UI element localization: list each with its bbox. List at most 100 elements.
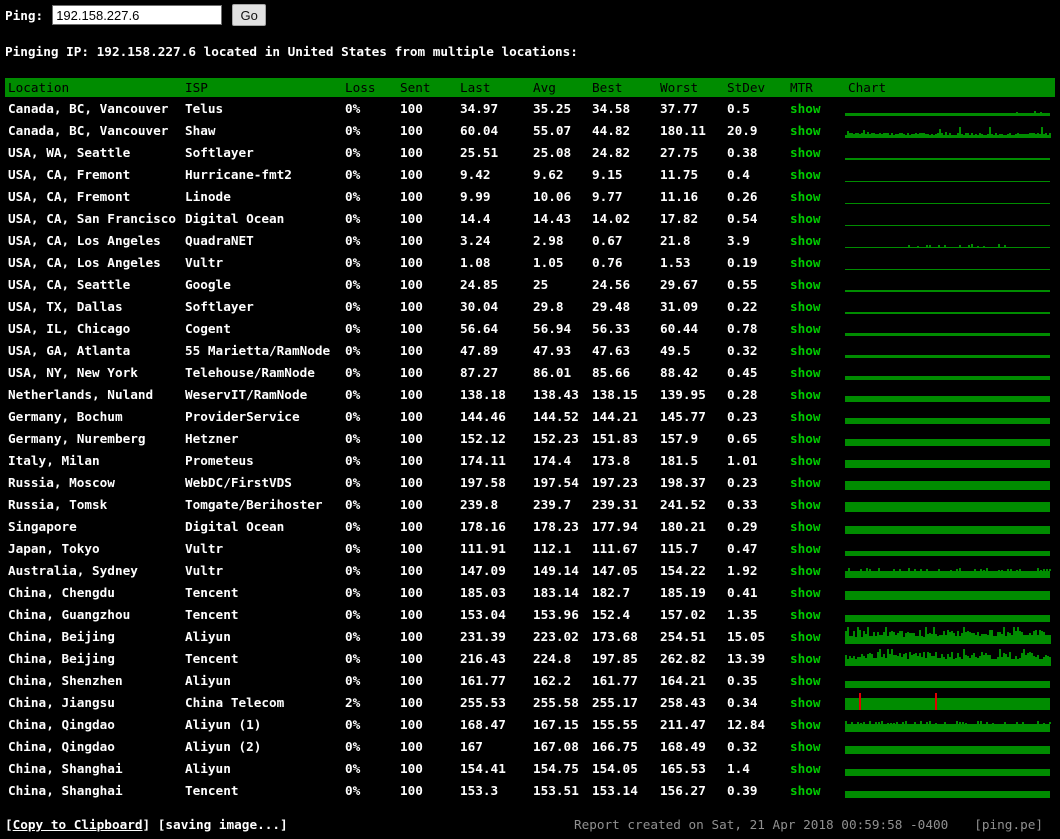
mtr-show-link[interactable]: show [790, 254, 821, 270]
cell-chart [845, 163, 1055, 185]
mtr-show-link[interactable]: show [790, 694, 821, 710]
cell-location: USA, CA, Los Angeles [8, 254, 161, 270]
mtr-show-link[interactable]: show [790, 364, 821, 380]
mtr-show-link[interactable]: show [790, 122, 821, 138]
cell-last: 144.46 [460, 408, 506, 424]
cell-isp: Softlayer [185, 144, 254, 160]
cell-sent: 100 [400, 452, 423, 468]
cell-avg: 178.23 [533, 518, 579, 534]
cell-isp: Telus [185, 100, 224, 116]
cell-isp: Shaw [185, 122, 216, 138]
saving-image-status: [saving image...] [157, 817, 288, 832]
mtr-show-link[interactable]: show [790, 716, 821, 732]
mtr-show-link[interactable]: show [790, 430, 821, 446]
cell-stdev: 1.92 [727, 562, 758, 578]
cell-location: USA, IL, Chicago [8, 320, 131, 336]
mtr-show-link[interactable]: show [790, 188, 821, 204]
mtr-show-link[interactable]: show [790, 584, 821, 600]
mtr-show-link[interactable]: show [790, 320, 821, 336]
cell-isp: Tencent [185, 606, 239, 622]
latency-sparkline [845, 181, 1050, 182]
mtr-show-link[interactable]: show [790, 474, 821, 490]
cell-best: 24.56 [592, 276, 631, 292]
mtr-show-link[interactable]: show [790, 562, 821, 578]
mtr-show-link[interactable]: show [790, 650, 821, 666]
cell-best: 152.4 [592, 606, 631, 622]
mtr-show-link[interactable]: show [790, 144, 821, 160]
cell-sent: 100 [400, 430, 423, 446]
cell-chart [845, 647, 1055, 669]
cell-mtr: show [787, 119, 845, 141]
ping-ip-input[interactable] [52, 5, 223, 25]
cell-best: 85.66 [592, 364, 631, 380]
cell-isp: QuadraNET [185, 232, 254, 248]
table-row: China, Beijing Aliyun 0% 100 231.39 223.… [5, 625, 1055, 647]
mtr-show-link[interactable]: show [790, 210, 821, 226]
cell-stdev: 1.4 [727, 760, 750, 776]
cell-stdev: 20.9 [727, 122, 758, 138]
mtr-show-link[interactable]: show [790, 166, 821, 182]
mtr-show-link[interactable]: show [790, 540, 821, 556]
cell-location: Italy, Milan [8, 452, 100, 468]
cell-loss: 0% [345, 672, 361, 688]
cell-stdev: 0.29 [727, 518, 758, 534]
mtr-show-link[interactable]: show [790, 518, 821, 534]
cell-stdev: 13.39 [727, 650, 766, 666]
cell-last: 9.99 [460, 188, 491, 204]
mtr-show-link[interactable]: show [790, 386, 821, 402]
mtr-show-link[interactable]: show [790, 496, 821, 512]
latency-sparkline [845, 111, 1050, 116]
cell-isp: Tencent [185, 782, 239, 798]
cell-sent: 100 [400, 298, 423, 314]
cell-mtr: show [787, 251, 845, 273]
cell-avg: 47.93 [533, 342, 572, 358]
cell-sent: 100 [400, 694, 423, 710]
cell-isp: Tencent [185, 650, 239, 666]
mtr-show-link[interactable]: show [790, 452, 821, 468]
cell-chart [845, 185, 1055, 207]
cell-location: China, Jiangsu [8, 694, 115, 710]
cell-isp: Aliyun [185, 672, 231, 688]
cell-location: USA, WA, Seattle [8, 144, 131, 160]
mtr-show-link[interactable]: show [790, 100, 821, 116]
latency-sparkline [845, 376, 1050, 380]
cell-sent: 100 [400, 386, 423, 402]
mtr-show-link[interactable]: show [790, 782, 821, 798]
mtr-show-link[interactable]: show [790, 628, 821, 644]
go-button[interactable]: Go [232, 4, 267, 26]
cell-mtr: show [787, 537, 845, 559]
cell-last: 239.8 [460, 496, 499, 512]
mtr-show-link[interactable]: show [790, 276, 821, 292]
cell-best: 14.02 [592, 210, 631, 226]
cell-chart [845, 119, 1055, 141]
cell-last: 14.4 [460, 210, 491, 226]
table-row: Russia, Moscow WebDC/FirstVDS 0% 100 197… [5, 471, 1055, 493]
cell-worst: 180.21 [660, 518, 706, 534]
cell-chart [845, 229, 1055, 251]
cell-isp: Aliyun (2) [185, 738, 262, 754]
mtr-show-link[interactable]: show [790, 606, 821, 622]
latency-sparkline [845, 551, 1050, 556]
cell-sent: 100 [400, 188, 423, 204]
mtr-show-link[interactable]: show [790, 342, 821, 358]
cell-chart [845, 625, 1055, 647]
mtr-show-link[interactable]: show [790, 408, 821, 424]
cell-last: 60.04 [460, 122, 499, 138]
report-info: Report created on Sat, 21 Apr 2018 00:59… [574, 817, 1043, 832]
cell-last: 25.51 [460, 144, 499, 160]
cell-loss: 0% [345, 210, 361, 226]
copy-to-clipboard-link[interactable]: Copy to Clipboard [12, 817, 143, 832]
mtr-show-link[interactable]: show [790, 672, 821, 688]
table-row: China, Qingdao Aliyun (2) 0% 100 167 167… [5, 735, 1055, 757]
latency-sparkline [845, 769, 1050, 776]
mtr-show-link[interactable]: show [790, 298, 821, 314]
cell-sent: 100 [400, 100, 423, 116]
cell-mtr: show [787, 295, 845, 317]
cell-chart [845, 515, 1055, 537]
mtr-show-link[interactable]: show [790, 738, 821, 754]
mtr-show-link[interactable]: show [790, 760, 821, 776]
cell-avg: 153.51 [533, 782, 579, 798]
footer: [Copy to Clipboard] [saving image...] Re… [0, 814, 1060, 839]
cell-chart [845, 735, 1055, 757]
mtr-show-link[interactable]: show [790, 232, 821, 248]
